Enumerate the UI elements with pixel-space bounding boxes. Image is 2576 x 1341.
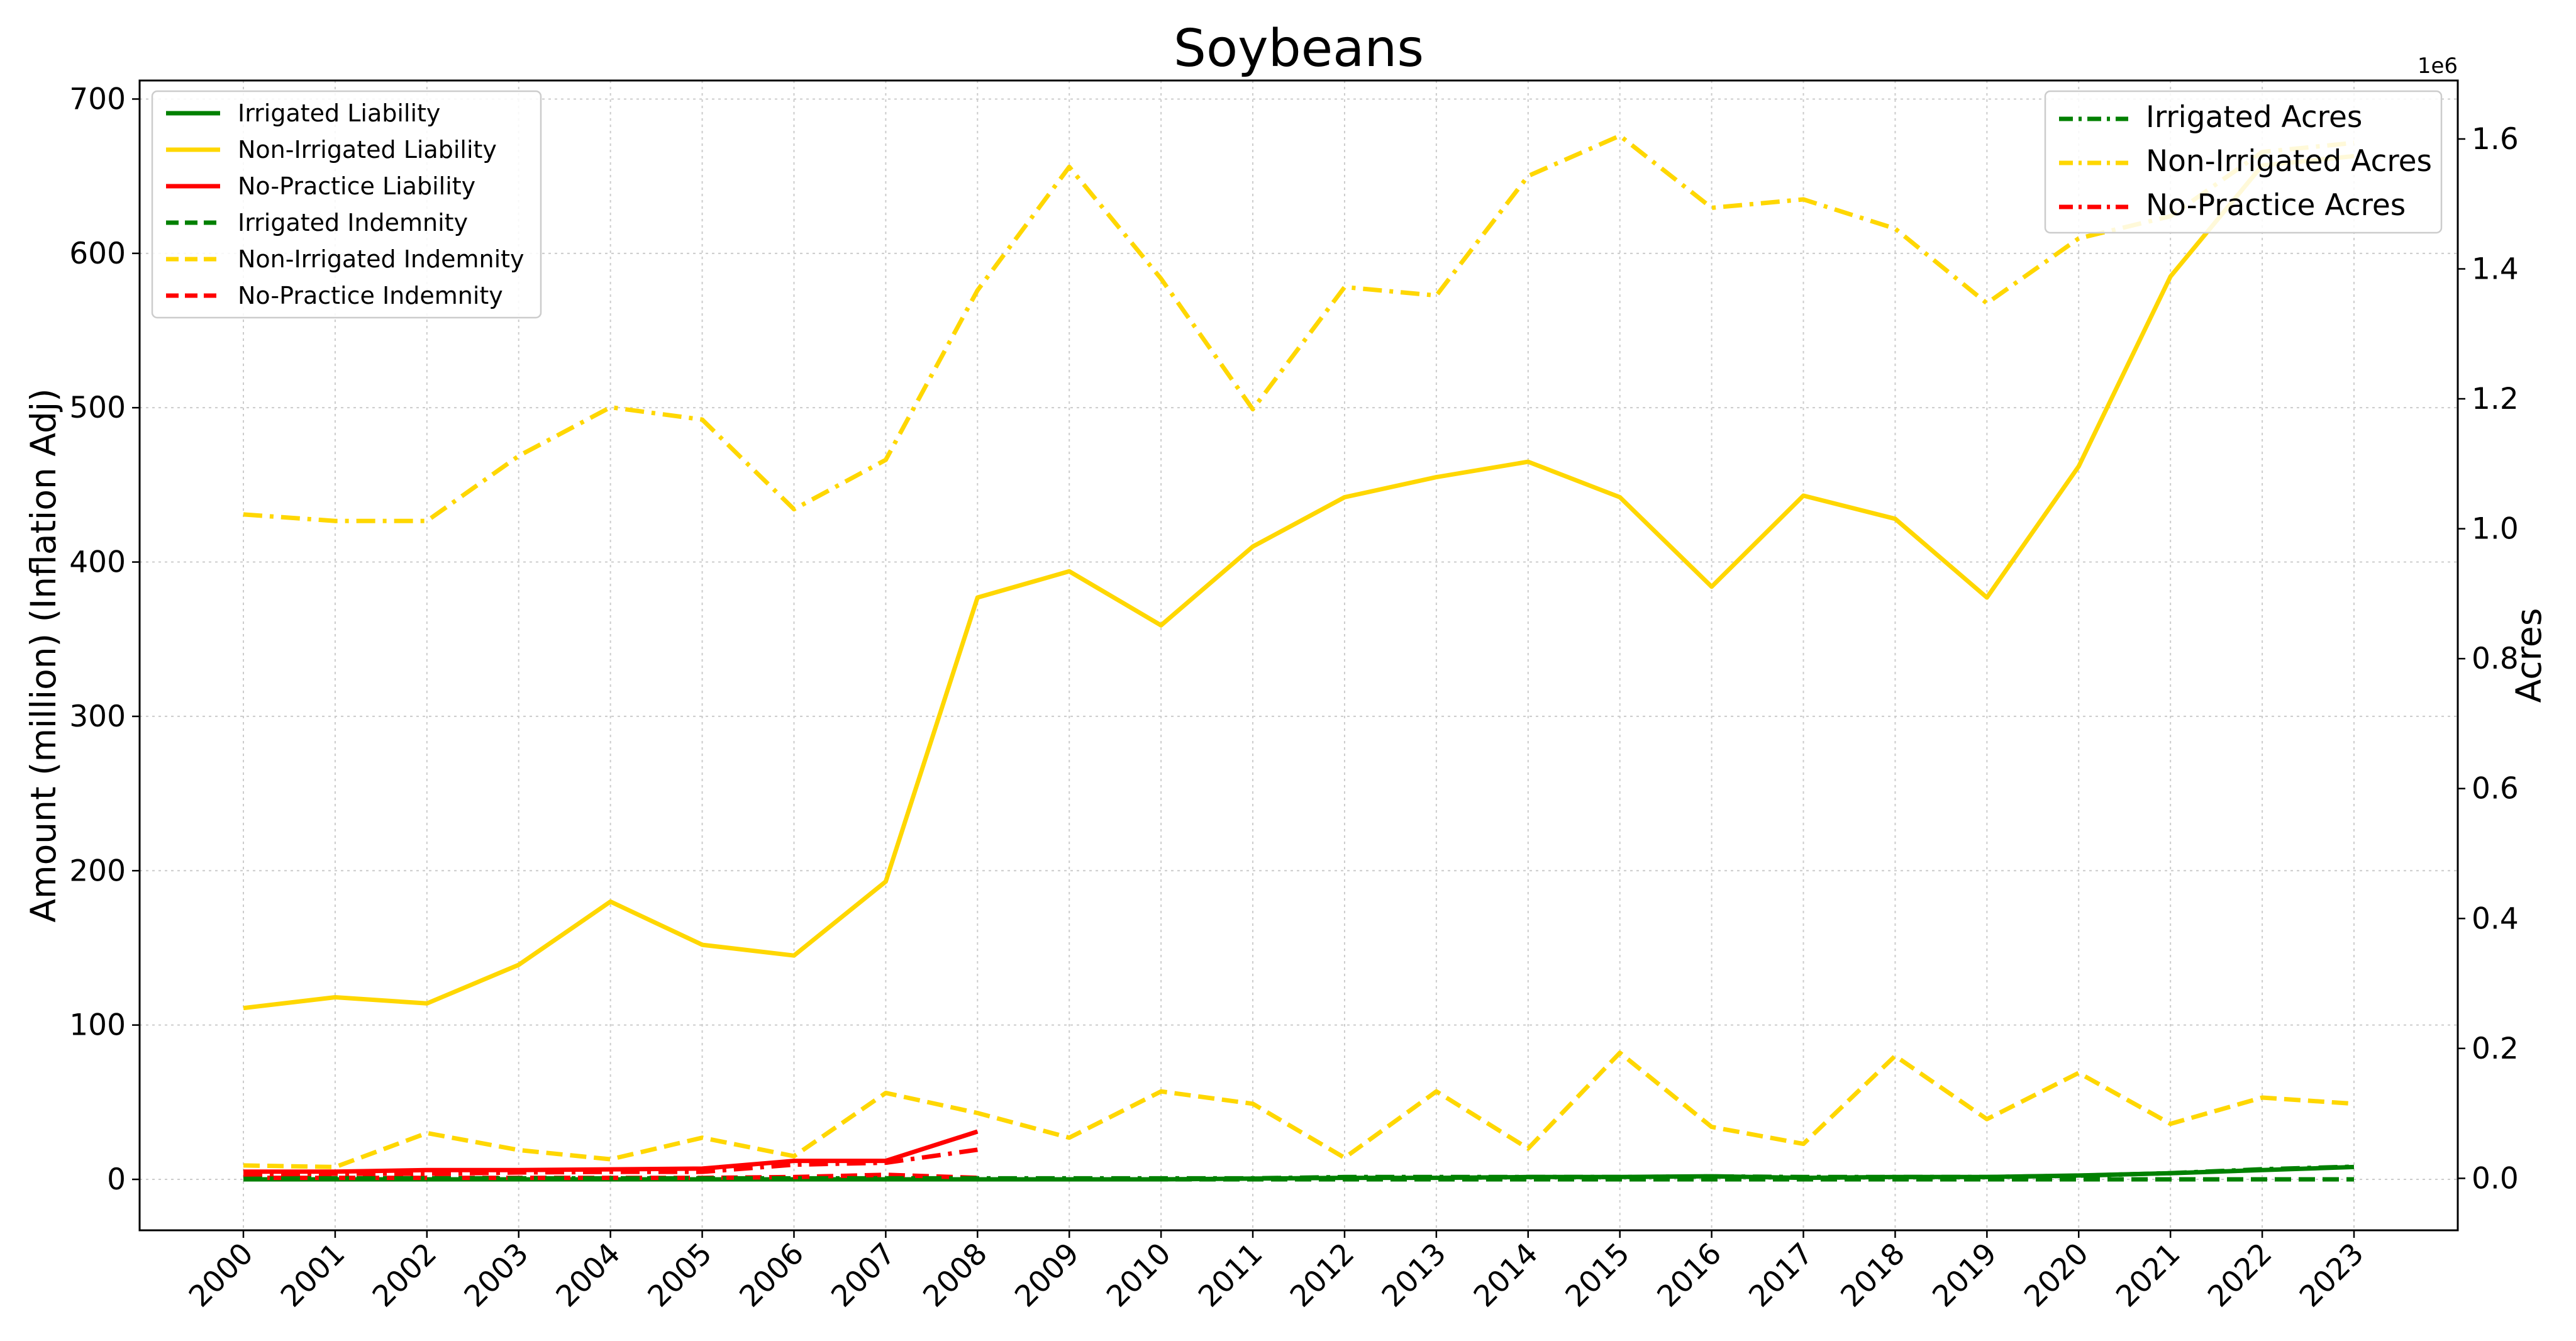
non-irrigated-indemnity-line (243, 1050, 2355, 1169)
left-y-tick-label: 600 (69, 236, 126, 271)
legend-label: No-Practice Liability (238, 172, 475, 200)
legend-acres: Irrigated Acres Non-Irrigated Acres No-Pra… (2044, 90, 2443, 234)
legend-box (151, 90, 542, 319)
no-practice-liability-line (243, 1129, 979, 1174)
left-y-tick-label: 100 (69, 1008, 126, 1043)
right-y-tick-label: 1.2 (2472, 382, 2519, 416)
chart-title: Soybeans (1174, 19, 1424, 79)
legend-label: Non-Irrigated Liability (238, 136, 497, 164)
plot-frame (138, 79, 2459, 1232)
left-axis-title: Amount (million) (Inflation Adj) (23, 388, 64, 922)
series-lines (243, 133, 2355, 1182)
left-y-tick-label: 300 (69, 699, 126, 734)
right-y-tick-label: 0.2 (2472, 1032, 2519, 1066)
left-y-tick-label: 700 (69, 82, 126, 116)
legend-label: Non-Irrigated Acres (2146, 144, 2432, 179)
legend-liability-indemnity: Irrigated Liability Non-Irrigated Liabili… (151, 90, 542, 319)
right-y-tick-label: 0.6 (2472, 772, 2519, 806)
legend-label: No-Practice Indemnity (238, 282, 503, 309)
grid (140, 81, 2458, 1230)
right-y-tick-label: 0.8 (2472, 642, 2519, 676)
no-practice-acres-line (243, 1147, 978, 1177)
right-y-tick-label: 1.4 (2472, 252, 2519, 287)
right-y-tick-label: 0.0 (2472, 1161, 2519, 1196)
right-axis-title: Acres (2509, 608, 2549, 703)
left-y-tick-label: 0 (107, 1162, 126, 1197)
right-y-tick-label: 1.0 (2472, 512, 2519, 547)
right-axis-offset-label: 1e6 (2418, 53, 2458, 79)
right-y-tick-label: 0.4 (2472, 901, 2519, 936)
left-y-tick-label: 400 (69, 545, 126, 580)
legend-label: Irrigated Liability (238, 99, 440, 127)
legend-label: No-Practice Acres (2146, 188, 2406, 223)
legend-label: Irrigated Indemnity (238, 209, 468, 236)
non-irrigated-liability-line (243, 153, 2355, 1011)
left-y-tick-label: 500 (69, 391, 126, 425)
non-irrigated-acres-line (243, 133, 2355, 523)
legend-label: Irrigated Acres (2146, 100, 2362, 135)
left-y-tick-label: 200 (69, 854, 126, 888)
legend-box (2044, 90, 2443, 234)
irrigated-acres-line (243, 1164, 2355, 1181)
right-y-tick-label: 1.6 (2472, 122, 2519, 157)
legend-label: Non-Irrigated Indemnity (238, 245, 525, 273)
